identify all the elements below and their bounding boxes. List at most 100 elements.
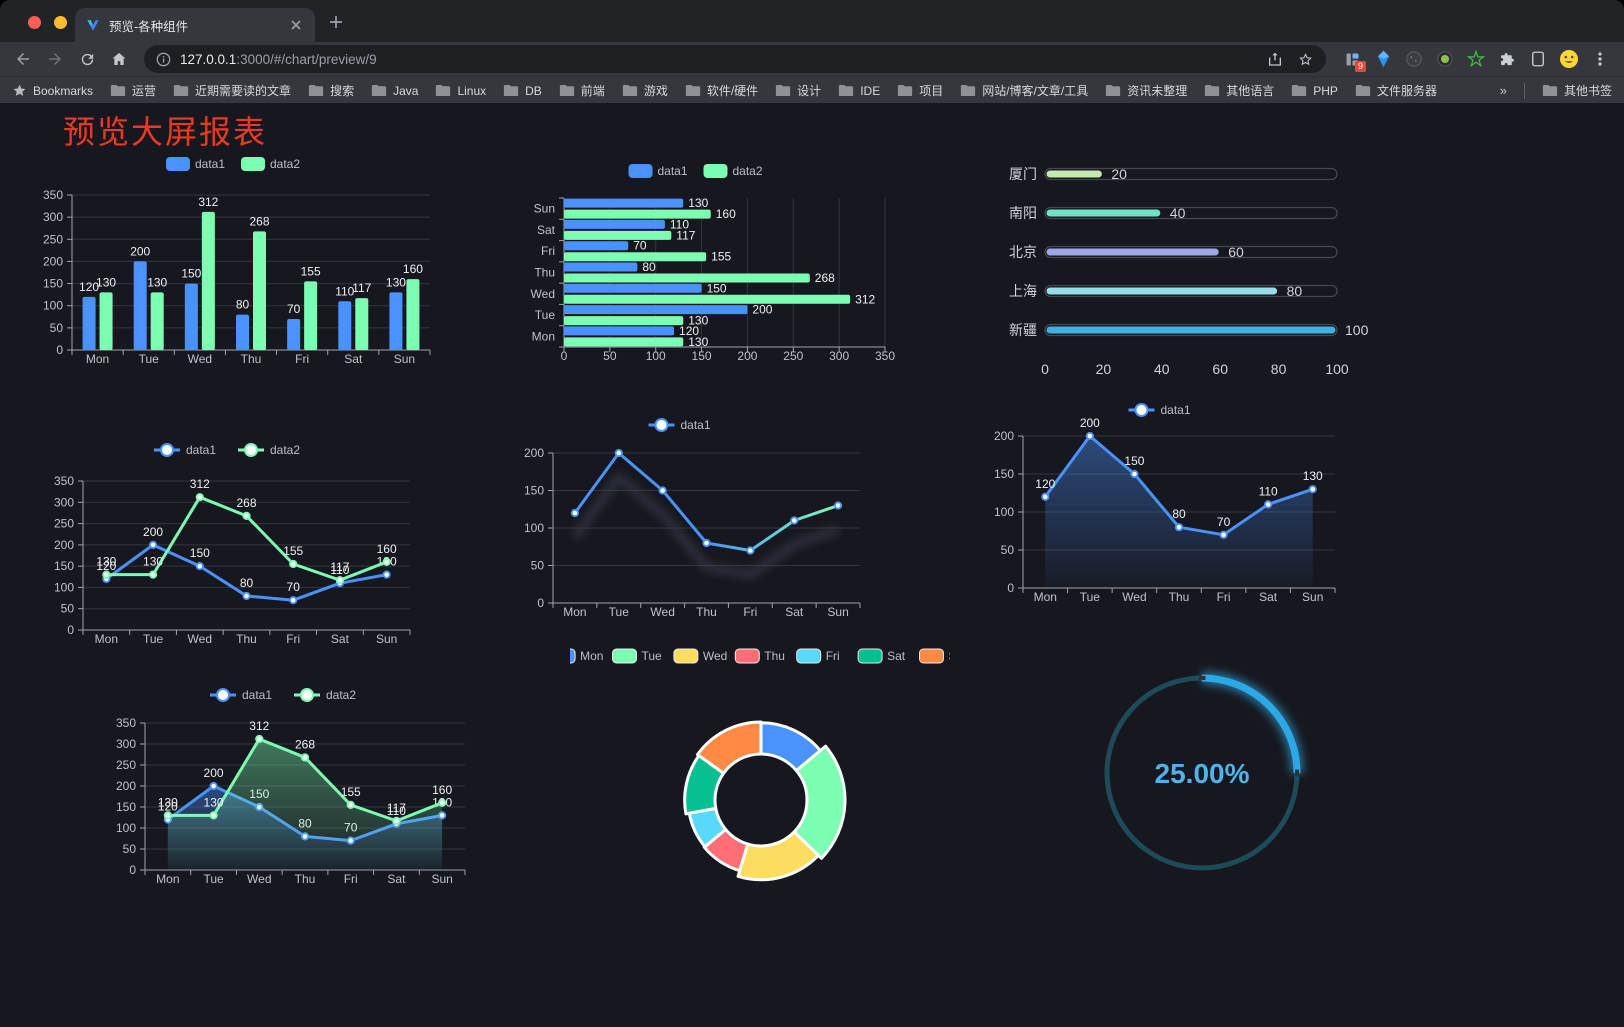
svg-text:data1: data1 — [681, 418, 711, 432]
svg-text:150: 150 — [54, 559, 74, 573]
chart-line-basic[interactable]: 0 50 100 150 200 250 300 350 Mon Tue Wed Thu Fri Sat S… — [40, 433, 420, 658]
svg-text:0: 0 — [56, 343, 63, 357]
browser-menu-icon[interactable] — [1590, 49, 1610, 69]
extension-sidepanel-icon[interactable] — [1528, 49, 1548, 69]
chart-line-gradient[interactable]: 0 50 100 150 200 Mon Tue Wed Thu Fri Sat Sun data1 — [500, 403, 865, 628]
chart-legend[interactable]: data1 data2 — [210, 688, 356, 702]
svg-text:0: 0 — [537, 596, 544, 610]
bookmark-folder[interactable]: 文件服务器 — [1355, 82, 1437, 99]
extension-dark-circle-icon[interactable] — [1404, 49, 1424, 69]
extension-green-circle-icon[interactable] — [1435, 49, 1455, 69]
bookmark-star-icon[interactable] — [1297, 51, 1314, 68]
extension-puzzle-icon[interactable] — [1497, 49, 1517, 69]
svg-text:120: 120 — [1035, 477, 1055, 491]
chart-line-area[interactable]: 0 50 100 150 200 Mon Tue Wed Thu Fri Sat Sun 120 200 1… — [975, 398, 1350, 618]
bookmark-folder[interactable]: IDE — [838, 84, 880, 98]
chart-legend[interactable]: data1 data2 — [628, 164, 763, 178]
bookmarks-home[interactable]: Bookmarks — [12, 83, 93, 98]
svg-text:Fri: Fri — [286, 632, 300, 646]
bookmark-folder[interactable]: 游戏 — [622, 82, 668, 99]
svg-text:Thu: Thu — [534, 266, 555, 280]
bookmark-folder[interactable]: 项目 — [897, 82, 943, 99]
svg-text:200: 200 — [143, 525, 163, 539]
tab-close-icon[interactable] — [287, 16, 305, 34]
svg-text:200: 200 — [116, 779, 136, 793]
svg-text:新疆: 新疆 — [1009, 322, 1037, 338]
chart-area-double[interactable]: 0 50 100 150 200 250 300 350 Mon Tue Wed Thu Fri Sat S… — [100, 678, 472, 903]
charts-area: 0 50 100 150 200 250 300 350 Mon Tue Wed Thu Fri Sat S… — [0, 103, 1624, 1027]
chart-bar-horizontal[interactable]: 0 50 100 150 200 250 300 350 Sun 130 160 Sat 110 117 F… — [500, 158, 895, 408]
back-button[interactable] — [10, 46, 36, 72]
other-bookmarks[interactable]: 其他书签 — [1542, 82, 1612, 99]
svg-text:40: 40 — [1154, 361, 1170, 377]
svg-text:130: 130 — [143, 555, 163, 569]
address-bar[interactable]: 127.0.0.1:3000/#/chart/preview/9 — [144, 45, 1326, 73]
window-minimize-button[interactable] — [54, 16, 67, 29]
bookmark-folder[interactable]: 网站/博客/文章/工具 — [960, 82, 1088, 99]
url-text[interactable]: 127.0.0.1:3000/#/chart/preview/9 — [180, 51, 377, 67]
bookmarks-overflow-icon[interactable]: » — [1499, 83, 1507, 98]
home-button[interactable] — [106, 46, 132, 72]
bookmark-folder[interactable]: 设计 — [775, 82, 821, 99]
new-tab-button[interactable] — [327, 13, 345, 31]
browser-tab[interactable]: 预览-各种组件 — [75, 8, 315, 42]
bookmark-folder[interactable]: PHP — [1291, 84, 1338, 98]
svg-text:60: 60 — [1228, 244, 1244, 260]
chart-progress[interactable]: 厦门 20 南阳 40 北京 60 上海 80 新疆 100 0 20 40 60 80 100 — [995, 160, 1380, 390]
bookmark-folder[interactable]: 其他语言 — [1204, 82, 1274, 99]
share-icon[interactable] — [1267, 51, 1283, 67]
tab-favicon-icon — [85, 17, 101, 33]
site-info-icon[interactable] — [156, 52, 171, 67]
extension-panels-icon[interactable]: 9 — [1342, 49, 1366, 72]
svg-text:50: 50 — [1001, 543, 1015, 557]
chart-legend[interactable]: Mon Tue Wed Thu Fri Sat Sun — [550, 648, 970, 664]
svg-text:Sun: Sun — [534, 202, 555, 216]
extension-green-star-icon[interactable] — [1466, 49, 1486, 69]
svg-text:150: 150 — [43, 277, 63, 291]
chart-pie-rose[interactable]: Mon Tue Wed Thu Fri Sat Sun — [550, 640, 970, 930]
chart-legend[interactable]: data1 — [648, 418, 711, 432]
svg-text:60: 60 — [1212, 361, 1228, 377]
svg-text:Thu: Thu — [1169, 590, 1190, 604]
svg-text:350: 350 — [54, 474, 74, 488]
chart-gauge[interactable]: 25.00% — [1086, 655, 1318, 880]
svg-text:50: 50 — [123, 842, 137, 856]
chart-bar-grouped[interactable]: 0 50 100 150 200 250 300 350 Mon Tue Wed Thu Fri Sat S… — [30, 151, 440, 421]
svg-text:厦门: 厦门 — [1009, 166, 1037, 182]
chart-legend[interactable]: data1 data2 — [166, 157, 300, 171]
extension-kite-icon[interactable] — [1373, 49, 1393, 69]
bookmark-folder[interactable]: 资讯未整理 — [1105, 82, 1187, 99]
svg-text:Tue: Tue — [1080, 590, 1101, 604]
extension-badge: 9 — [1354, 61, 1366, 72]
bookmark-folder[interactable]: 软件/硬件 — [685, 82, 758, 99]
svg-text:250: 250 — [783, 349, 803, 363]
extensions-area: 9 — [1338, 49, 1614, 72]
bookmark-folder[interactable]: 搜索 — [308, 82, 354, 99]
bookmark-folder[interactable]: Linux — [435, 84, 486, 98]
bookmark-folder[interactable]: 前端 — [559, 82, 605, 99]
svg-text:70: 70 — [1217, 515, 1231, 529]
svg-text:Thu: Thu — [764, 649, 785, 663]
window-close-button[interactable] — [28, 16, 41, 29]
chart-legend[interactable]: data1 data2 — [154, 443, 300, 457]
svg-text:120: 120 — [679, 324, 699, 338]
svg-text:300: 300 — [116, 737, 136, 751]
svg-text:Fri: Fri — [1217, 590, 1231, 604]
bookmark-folder[interactable]: Java — [371, 84, 418, 98]
profile-avatar[interactable] — [1559, 49, 1579, 69]
svg-text:312: 312 — [198, 195, 218, 209]
svg-text:南阳: 南阳 — [1009, 205, 1037, 221]
svg-text:160: 160 — [377, 542, 397, 556]
bookmark-folder[interactable]: 运营 — [110, 82, 156, 99]
bookmark-folder[interactable]: DB — [503, 84, 542, 98]
chart-legend[interactable]: data1 — [1128, 403, 1191, 417]
svg-text:312: 312 — [249, 719, 269, 733]
forward-button[interactable] — [42, 46, 68, 72]
svg-text:80: 80 — [1287, 283, 1303, 299]
svg-text:Sun: Sun — [1302, 590, 1323, 604]
svg-text:data2: data2 — [326, 688, 356, 702]
svg-text:80: 80 — [1271, 361, 1287, 377]
bookmark-folder[interactable]: 近期需要读的文章 — [173, 82, 291, 99]
reload-button[interactable] — [74, 46, 100, 72]
svg-text:Wed: Wed — [1122, 590, 1146, 604]
